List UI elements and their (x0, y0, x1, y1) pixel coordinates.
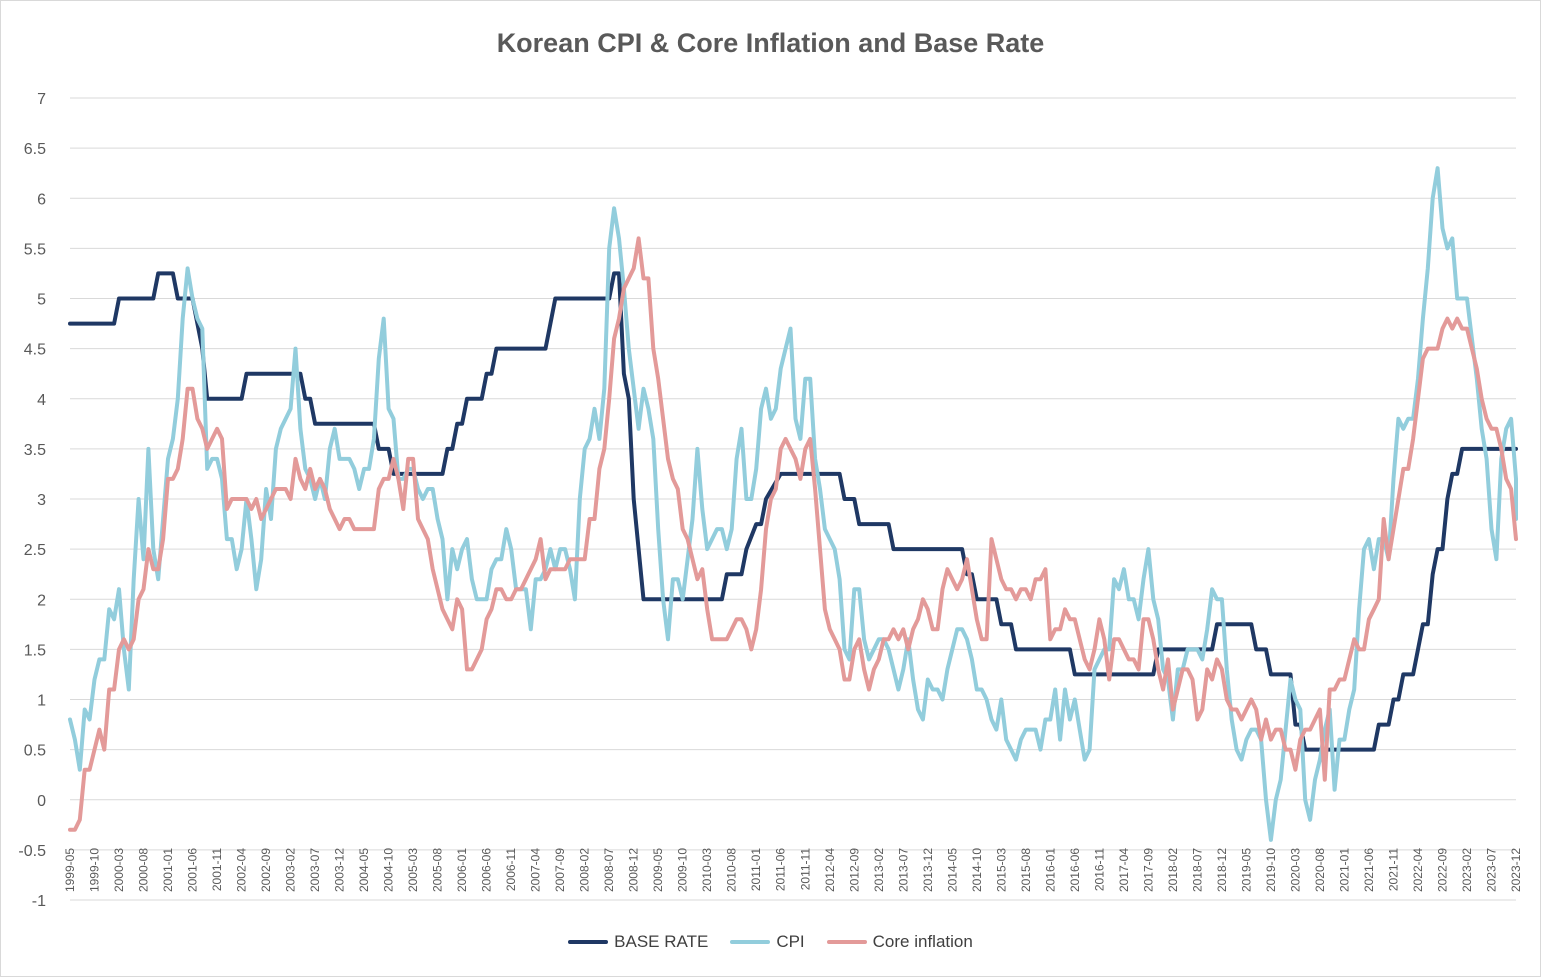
x-tick-label: 2016-01 (1043, 848, 1057, 892)
y-axis-ticks: 7 6.5 6 5.5 5 4.5 4 3.5 3 2.5 2 1.5 1 0.5 0 -0.5 -1 (18, 91, 46, 910)
x-tick-label: 2015-08 (1019, 848, 1033, 892)
x-tick-label: 2018-02 (1166, 848, 1180, 892)
y-tick-label: 4.5 (24, 342, 46, 359)
x-tick-label: 2008-12 (627, 848, 641, 892)
x-tick-label: 2012-09 (847, 848, 861, 892)
x-tick-label: 2011-06 (774, 848, 788, 891)
x-tick-label: 2008-02 (578, 848, 592, 892)
x-tick-label: 2001-11 (210, 848, 224, 891)
x-tick-label: 2005-08 (431, 848, 445, 892)
x-tick-label: 2010-03 (700, 848, 714, 892)
y-tick-label: 4 (37, 392, 46, 409)
x-tick-label: 2013-02 (872, 848, 886, 892)
x-tick-label: 2019-10 (1264, 848, 1278, 892)
x-tick-label: 2014-10 (970, 848, 984, 892)
x-tick-label: 2014-05 (945, 848, 959, 892)
x-tick-label: 2000-03 (112, 848, 126, 892)
y-tick-label: 1.5 (24, 642, 46, 659)
x-tick-label: 2009-05 (651, 848, 665, 892)
x-tick-label: 2016-06 (1068, 848, 1082, 892)
y-tick-label: 1 (37, 693, 46, 710)
x-tick-label: 2011-11 (798, 848, 812, 891)
x-tick-label: 2019-05 (1239, 848, 1253, 892)
x-tick-label: 2020-03 (1288, 848, 1302, 892)
x-tick-label: 2004-10 (382, 848, 396, 892)
x-tick-label: 2005-03 (406, 848, 420, 892)
x-tick-label: 2007-09 (553, 848, 567, 892)
series-line-cpi (68, 166, 1518, 842)
x-tick-label: 2022-09 (1435, 848, 1449, 892)
x-tick-label: 2018-12 (1215, 848, 1229, 892)
y-tick-label: 5 (37, 292, 46, 309)
x-tick-label: 2006-11 (504, 848, 518, 891)
x-tick-label: 2015-03 (994, 848, 1008, 892)
x-tick-label: 2016-11 (1092, 848, 1106, 891)
legend-label-cpi: CPI (776, 932, 805, 951)
y-tick-label: -0.5 (18, 843, 46, 860)
x-axis-ticks: 1999-05 1999-10 2000-03 2000-08 2001-01 2001-… (63, 848, 1523, 892)
x-tick-label: 2003-07 (308, 848, 322, 892)
y-tick-label: 6.5 (24, 141, 46, 158)
x-tick-label: 2002-04 (235, 848, 249, 892)
x-tick-label: 2008-07 (602, 848, 616, 892)
y-tick-label: 3 (37, 492, 46, 509)
y-tick-label: 2.5 (24, 542, 46, 559)
x-tick-label: 2001-01 (161, 848, 175, 892)
legend-label-core-inflation: Core inflation (872, 932, 973, 951)
x-tick-label: 2003-12 (333, 848, 347, 892)
legend-item-base-rate[interactable]: BASE RATE (568, 932, 708, 952)
x-tick-label: 2012-04 (823, 848, 837, 892)
y-tick-label: 3.5 (24, 442, 46, 459)
x-tick-label: 2009-10 (676, 848, 690, 892)
y-tick-label: 2 (37, 592, 46, 609)
legend-swatch-base-rate (568, 940, 609, 944)
legend-swatch-core-inflation (826, 940, 867, 944)
x-tick-label: 2022-04 (1411, 848, 1425, 892)
y-tick-label: 0 (37, 793, 46, 810)
x-tick-label: 2023-12 (1509, 848, 1523, 892)
y-tick-label: 0.5 (24, 743, 46, 760)
x-tick-label: 2020-08 (1313, 848, 1327, 892)
series-line-base-rate (68, 271, 1518, 752)
x-tick-label: 2021-01 (1337, 848, 1351, 892)
x-tick-label: 2011-01 (749, 848, 763, 891)
x-tick-label: 2003-02 (284, 848, 298, 892)
x-tick-label: 2004-05 (357, 848, 371, 892)
legend-swatch-cpi (730, 940, 771, 944)
legend-item-cpi[interactable]: CPI (730, 932, 805, 952)
x-tick-label: 2023-07 (1484, 848, 1498, 892)
series-line-core-inflation (68, 236, 1518, 832)
x-tick-label: 2000-08 (137, 848, 151, 892)
x-tick-label: 2007-04 (529, 848, 543, 892)
x-tick-label: 2017-09 (1141, 848, 1155, 892)
x-tick-label: 2021-06 (1362, 848, 1376, 892)
legend-item-core-inflation[interactable]: Core inflation (826, 932, 973, 952)
y-tick-label: 7 (37, 91, 46, 108)
x-tick-label: 1999-05 (63, 848, 77, 892)
x-tick-label: 2013-12 (921, 848, 935, 892)
x-tick-label: 2023-02 (1460, 848, 1474, 892)
x-tick-label: 2010-08 (725, 848, 739, 892)
legend: BASE RATE CPI Core inflation (0, 932, 1541, 952)
legend-label-base-rate: BASE RATE (614, 932, 709, 951)
x-tick-label: 2021-11 (1386, 848, 1400, 891)
gridlines (70, 97, 1516, 901)
x-tick-label: 1999-10 (88, 848, 102, 892)
x-tick-label: 2013-07 (896, 848, 910, 892)
x-tick-label: 2006-06 (480, 848, 494, 892)
chart-title: Korean CPI & Core Inflation and Base Rat… (496, 28, 1045, 58)
y-tick-label: 6 (37, 191, 46, 208)
x-tick-label: 2002-09 (259, 848, 273, 892)
chart-plot-area: 7 6.5 6 5.5 5 4.5 4 3.5 3 2.5 2 1.5 1 0.5 0 -0.5 -1 1999… (18, 91, 1523, 910)
x-tick-label: 2017-04 (1117, 848, 1131, 892)
y-tick-label: -1 (32, 893, 46, 910)
y-tick-label: 5.5 (24, 241, 46, 258)
x-tick-label: 2006-01 (455, 848, 469, 892)
series-lines (68, 166, 1518, 842)
x-tick-label: 2018-07 (1190, 848, 1204, 892)
x-tick-label: 2001-06 (186, 848, 200, 892)
